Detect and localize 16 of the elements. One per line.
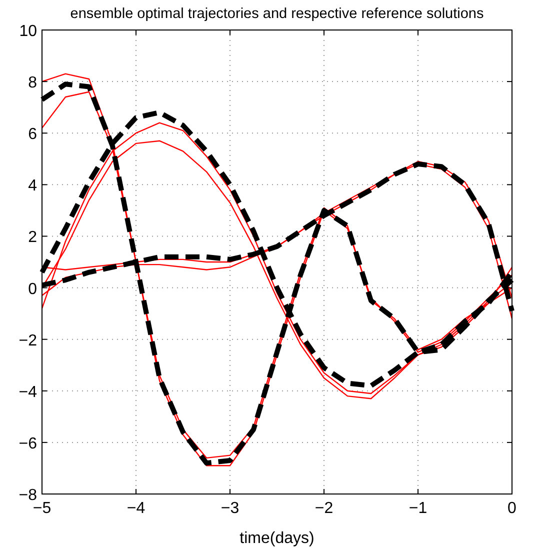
y-tick-label: 10 (19, 23, 38, 40)
x-tick-label: −4 (126, 500, 146, 517)
x-tick-label: 0 (508, 500, 517, 517)
y-tick-label: 8 (28, 74, 38, 92)
y-tick-label: 2 (28, 229, 38, 246)
x-tick-label: −1 (408, 500, 428, 517)
x-tick-label: −3 (220, 500, 240, 517)
y-tick-label: 0 (28, 280, 38, 298)
y-tick-label: −6 (18, 435, 38, 452)
x-axis-title: time(days) (240, 530, 314, 547)
y-tick-label: −4 (18, 384, 38, 401)
y-tick-label: 6 (28, 126, 38, 144)
y-tick-label: 4 (28, 178, 38, 195)
y-tick-label: −2 (18, 332, 38, 350)
chart-title: ensemble optimal trajectories and respective reference solutions (70, 6, 484, 22)
x-tick-label: −2 (314, 500, 334, 517)
